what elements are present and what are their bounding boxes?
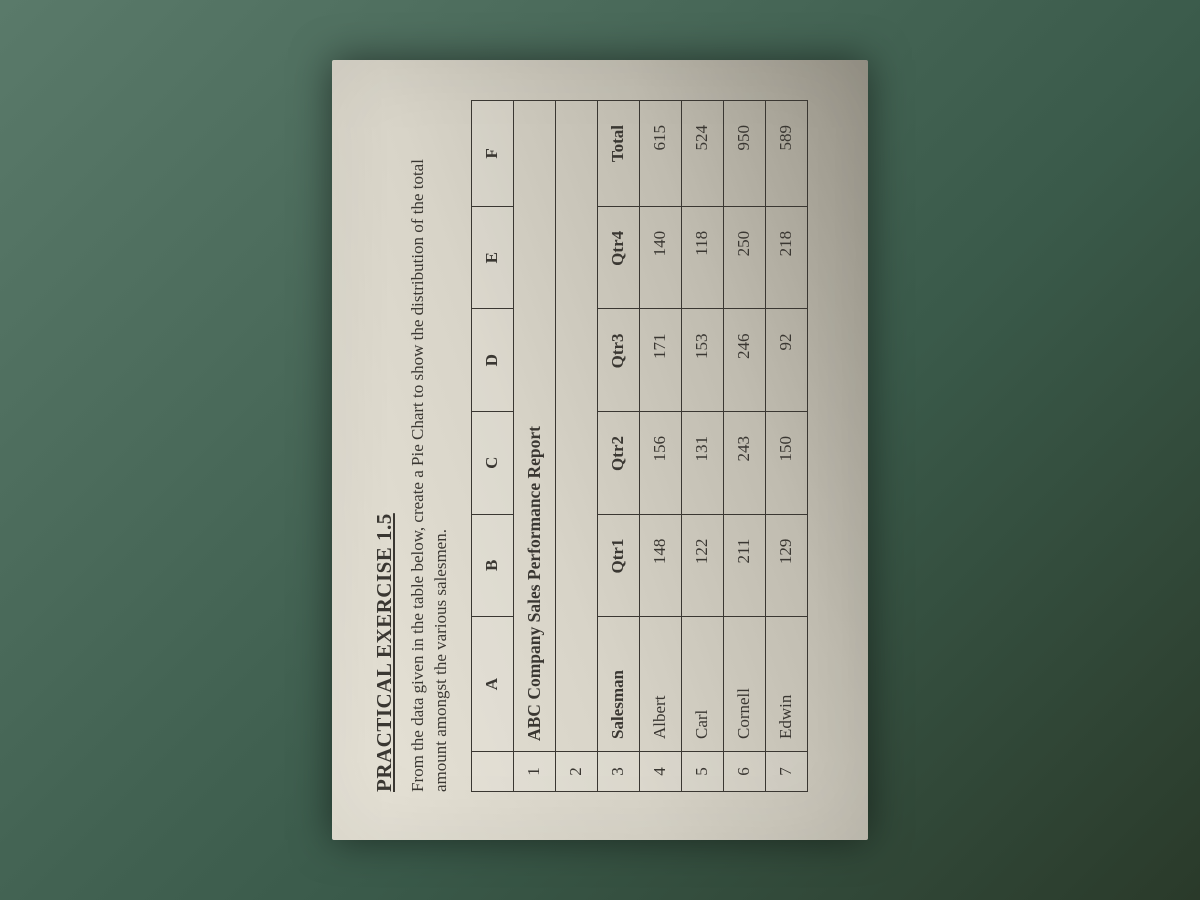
document-page: PRACTICAL EXERCISE 1.5 From the data giv…: [332, 60, 868, 840]
col-letter-c: C: [471, 412, 513, 515]
header-qtr4: Qtr4: [597, 206, 639, 309]
cell-q2: 243: [723, 412, 765, 515]
cell-q2: 150: [765, 412, 807, 515]
cell-q3: 171: [639, 309, 681, 412]
header-qtr2: Qtr2: [597, 412, 639, 515]
cell-q1: 148: [639, 514, 681, 617]
exercise-intro: From the data given in the table below, …: [407, 152, 453, 792]
report-title: ABC Company Sales Performance Report: [513, 101, 555, 752]
salesman-name: Cornell: [723, 617, 765, 752]
exercise-title: PRACTICAL EXERCISE 1.5: [372, 100, 397, 792]
table-row: 4 Albert 148 156 171 140 615: [639, 101, 681, 792]
rownum: 1: [513, 752, 555, 792]
col-letter-b: B: [471, 514, 513, 617]
cell-q4: 140: [639, 206, 681, 309]
header-total: Total: [597, 101, 639, 207]
salesman-name: Carl: [681, 617, 723, 752]
cell-q4: 250: [723, 206, 765, 309]
cell-q4: 118: [681, 206, 723, 309]
cell-q2: 156: [639, 412, 681, 515]
cell-q3: 153: [681, 309, 723, 412]
table-row: 2: [555, 101, 597, 792]
salesman-name: Edwin: [765, 617, 807, 752]
corner-cell: [471, 752, 513, 792]
rownum: 3: [597, 752, 639, 792]
rownum: 2: [555, 752, 597, 792]
cell-q4: 218: [765, 206, 807, 309]
rownum: 5: [681, 752, 723, 792]
cell-q3: 246: [723, 309, 765, 412]
cell-total: 950: [723, 101, 765, 207]
cell-total: 589: [765, 101, 807, 207]
col-letter-a: A: [471, 617, 513, 752]
table-row: 6 Cornell 211 243 246 250 950: [723, 101, 765, 792]
salesman-name: Albert: [639, 617, 681, 752]
cell-q1: 122: [681, 514, 723, 617]
rownum: 7: [765, 752, 807, 792]
cell-q2: 131: [681, 412, 723, 515]
rownum: 4: [639, 752, 681, 792]
cell-q3: 92: [765, 309, 807, 412]
col-letter-d: D: [471, 309, 513, 412]
sales-table: A B C D E F 1 ABC Company Sales Performa…: [471, 100, 808, 792]
cell-total: 524: [681, 101, 723, 207]
col-letter-f: F: [471, 101, 513, 207]
header-qtr3: Qtr3: [597, 309, 639, 412]
table-row: 1 ABC Company Sales Performance Report: [513, 101, 555, 792]
table-row: 7 Edwin 129 150 92 218 589: [765, 101, 807, 792]
blank-cell: [555, 101, 597, 752]
col-letter-e: E: [471, 206, 513, 309]
rownum: 6: [723, 752, 765, 792]
table-row: 5 Carl 122 131 153 118 524: [681, 101, 723, 792]
cell-q1: 211: [723, 514, 765, 617]
header-qtr1: Qtr1: [597, 514, 639, 617]
column-letters-row: A B C D E F: [471, 101, 513, 792]
table-row: 3 Salesman Qtr1 Qtr2 Qtr3 Qtr4 Total: [597, 101, 639, 792]
header-salesman: Salesman: [597, 617, 639, 752]
cell-q1: 129: [765, 514, 807, 617]
cell-total: 615: [639, 101, 681, 207]
